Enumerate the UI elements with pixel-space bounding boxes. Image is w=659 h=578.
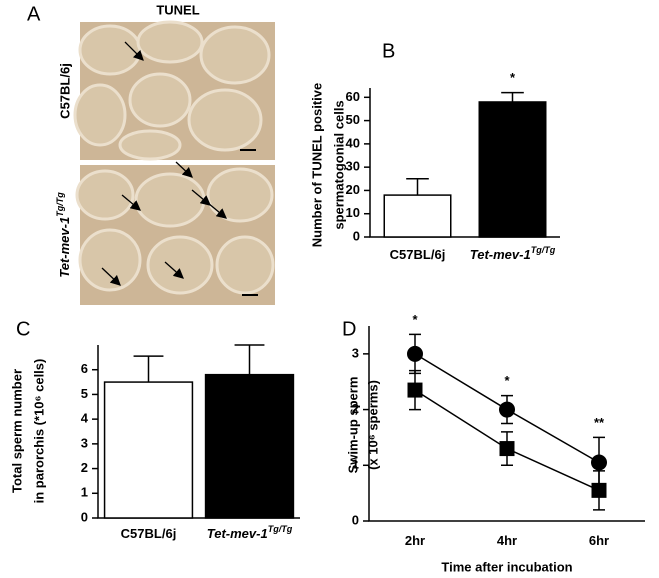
category: 2hr bbox=[405, 533, 425, 548]
significance-mark: * bbox=[510, 70, 516, 85]
x-tick-label: Tet-mev-1Tg/Tg bbox=[470, 245, 556, 262]
y-tick-label: 30 bbox=[346, 159, 360, 174]
y-tick-label: 6 bbox=[81, 361, 88, 376]
bar bbox=[204, 373, 295, 519]
marker bbox=[407, 345, 423, 362]
x-tick-label: C57BL/6j bbox=[390, 247, 446, 262]
category-superscript: Tg/Tg bbox=[268, 524, 293, 534]
y-tick-label: 3 bbox=[352, 345, 359, 360]
significance-mark: * bbox=[412, 312, 418, 327]
x-tick-label: C57BL/6j bbox=[121, 526, 177, 541]
y-tick-label: 0 bbox=[353, 228, 360, 243]
x-tick-label: 2hr bbox=[405, 533, 425, 548]
error-bar bbox=[234, 344, 265, 375]
x-tick-label: Tet-mev-1Tg/Tg bbox=[207, 524, 293, 541]
y-tick-label: 50 bbox=[346, 112, 360, 127]
y-tick-label: 0 bbox=[352, 512, 359, 527]
category: 6hr bbox=[589, 533, 609, 548]
y-tick-label: 2 bbox=[81, 460, 88, 475]
y-axis-label: Number of TUNEL positive bbox=[309, 83, 324, 247]
y-tick-label: 5 bbox=[81, 386, 88, 401]
x-axis-label: Time after incubation bbox=[441, 559, 572, 574]
category: 4hr bbox=[497, 533, 517, 548]
row-label-main: Tet-mev-1 bbox=[57, 217, 72, 278]
category: C57BL/6j bbox=[121, 526, 177, 541]
y-tick-label: 2 bbox=[352, 401, 359, 416]
bar bbox=[103, 381, 194, 519]
row-label: Tet-mev-1Tg/Tg bbox=[55, 192, 72, 278]
y-axis-label: in parorchis (*10⁶ cells) bbox=[31, 359, 46, 504]
y-tick-label: 1 bbox=[81, 485, 88, 500]
significance-mark: ** bbox=[594, 415, 605, 430]
y-tick-label: 20 bbox=[346, 182, 360, 197]
category: Tet-mev-1 bbox=[207, 526, 268, 541]
marker bbox=[499, 401, 515, 418]
y-tick-label: 60 bbox=[346, 89, 360, 104]
significance-mark: * bbox=[504, 373, 510, 388]
panel-label: A bbox=[27, 3, 41, 25]
y-tick-label: 0 bbox=[81, 509, 88, 524]
y-axis-label: (x 10⁶ sperms) bbox=[365, 380, 380, 470]
row-label-superscript: Tg/Tg bbox=[55, 192, 65, 217]
y-tick-label: 40 bbox=[346, 135, 360, 150]
panel-label: C bbox=[16, 318, 30, 340]
y-tick-label: 3 bbox=[81, 435, 88, 450]
marker bbox=[407, 382, 423, 398]
panel-label: B bbox=[382, 40, 395, 62]
y-tick-label: 1 bbox=[352, 457, 359, 472]
category: C57BL/6j bbox=[390, 247, 446, 262]
category: Tet-mev-1 bbox=[470, 247, 531, 262]
error-bar bbox=[133, 355, 164, 383]
bar bbox=[478, 101, 547, 238]
micrograph bbox=[75, 161, 275, 305]
y-axis-label: Swim-up sperm bbox=[345, 377, 360, 474]
x-tick-label: 4hr bbox=[497, 533, 517, 548]
y-axis-label: Total sperm number bbox=[9, 369, 24, 493]
marker bbox=[499, 441, 515, 457]
category-superscript: Tg/Tg bbox=[531, 245, 556, 255]
panel-label: D bbox=[342, 318, 356, 340]
x-tick-label: 6hr bbox=[589, 533, 609, 548]
error-bar bbox=[406, 178, 429, 196]
marker bbox=[591, 454, 607, 471]
micrograph bbox=[73, 20, 275, 161]
row-label: C57BL/6j bbox=[57, 63, 72, 119]
y-axis-label: spermatogonial cells bbox=[331, 100, 346, 229]
y-tick-label: 10 bbox=[346, 205, 360, 220]
y-tick-label: 4 bbox=[81, 411, 89, 426]
panel-title: TUNEL bbox=[156, 2, 199, 17]
error-bar bbox=[501, 91, 524, 102]
marker bbox=[591, 482, 607, 498]
bar bbox=[383, 194, 452, 238]
